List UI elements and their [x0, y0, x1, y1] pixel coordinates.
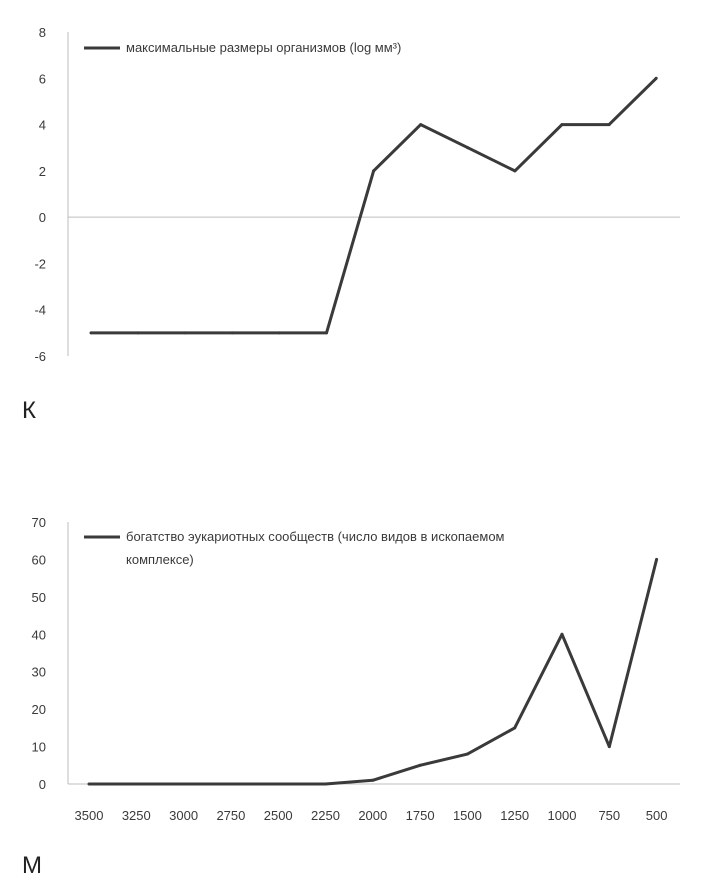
chart-m-x-tick-label: 2000	[358, 808, 387, 823]
chart-m-x-tick-label: 1750	[406, 808, 435, 823]
chart-m-data-point	[134, 782, 138, 786]
chart-m-x-tick-label: 3000	[169, 808, 198, 823]
chart-k-data-point	[136, 331, 140, 335]
chart-m-data-point	[87, 782, 91, 786]
chart-m-y-tick-label: 10	[32, 740, 46, 755]
chart-m-x-tick-label: 1500	[453, 808, 482, 823]
chart-k-y-tick-label: -4	[34, 303, 46, 318]
chart-k-y-tick-label: 4	[39, 118, 46, 133]
chart-k-y-tick-label: 6	[39, 71, 46, 86]
chart-k-y-tick-label: 2	[39, 164, 46, 179]
chart-k-data-point	[560, 123, 564, 127]
chart-k-series-line	[91, 77, 658, 335]
chart-m-data-point	[276, 782, 280, 786]
chart-m-x-tick-label: 750	[598, 808, 620, 823]
chart-m-x-tick-label: 3500	[75, 808, 104, 823]
chart-m-x-tick-label: 2750	[216, 808, 245, 823]
chart-k-data-point	[183, 331, 187, 335]
chart-m-data-point	[324, 782, 327, 786]
chart-m-x-tick-label: 2500	[264, 808, 293, 823]
chart-m-y-tick-label: 50	[32, 590, 46, 605]
chart-m-data-point	[465, 752, 469, 756]
chart-m-data-point	[229, 782, 233, 786]
chart-m-y-tick-label: 0	[39, 777, 46, 792]
chart-k-y-tick-label: 8	[39, 25, 46, 40]
chart-m-y-tick-label: 60	[32, 552, 46, 567]
chart-m-y-tick-label: 70	[32, 515, 46, 530]
chart-m-x-tick-label: 2250	[311, 808, 340, 823]
chart-k-data-point	[466, 146, 470, 150]
chart-m-x-tick-label: 1000	[548, 808, 577, 823]
chart-k-y-tick-label: -6	[34, 349, 46, 364]
chart-k-points	[89, 76, 658, 335]
chart-k-data-point	[230, 331, 234, 335]
chart-m-y-tick-label: 20	[32, 702, 46, 717]
chart-k-data-point	[277, 331, 281, 335]
chart-m-y-ticks: 70 60 50 40 30 20 10 0	[32, 515, 46, 792]
chart-m-x-ticks: 3500 3250 3000 2750 2500 2250 2000 1750 1500 1250…	[75, 808, 668, 823]
chart-m-data-point	[560, 632, 564, 636]
chart-m-legend-label-line2: комплексе)	[126, 552, 194, 567]
chart-m-data-point	[607, 745, 611, 749]
chart-m-y-tick-label: 30	[32, 665, 46, 680]
chart-k: 8 6 4 2 0 -2 -4 -6 максимальные размеры организ…	[34, 25, 680, 364]
chart-k-y-tick-label: -2	[34, 256, 46, 271]
chart-m-data-point	[513, 726, 517, 730]
chart-m-points	[87, 557, 659, 786]
chart-k-y-ticks: 8 6 4 2 0 -2 -4 -6	[34, 25, 46, 364]
chart-m-data-point	[655, 557, 659, 561]
chart-m-x-tick-label: 3250	[122, 808, 151, 823]
chart-k-data-point	[419, 123, 423, 127]
chart-k-data-point	[654, 76, 658, 80]
chart-m-data-point	[182, 782, 186, 786]
chart-m: 70 60 50 40 30 20 10 0 3500 3250 3000 2750 2500 2250…	[32, 515, 680, 823]
chart-k-data-point	[607, 123, 611, 127]
chart-m-data-point	[371, 778, 375, 782]
panel-label-m: М	[22, 852, 42, 879]
chart-m-x-tick-label: 1250	[500, 808, 529, 823]
chart-m-legend-label-line1: богатство эукариотных сообществ (число в…	[126, 529, 505, 544]
chart-k-data-point	[372, 169, 376, 173]
chart-m-series-line	[89, 559, 659, 786]
chart-k-y-tick-label: 0	[39, 210, 46, 225]
chart-k-legend-label: максимальные размеры организмов (log мм³…	[126, 40, 401, 55]
chart-m-x-tick-label: 500	[646, 808, 668, 823]
chart-k-data-point	[325, 331, 328, 335]
chart-k-data-point	[513, 169, 517, 173]
chart-m-data-point	[418, 763, 422, 767]
chart-k-data-point	[89, 331, 93, 335]
panel-label-k: К	[22, 397, 36, 424]
chart-m-y-tick-label: 40	[32, 627, 46, 642]
